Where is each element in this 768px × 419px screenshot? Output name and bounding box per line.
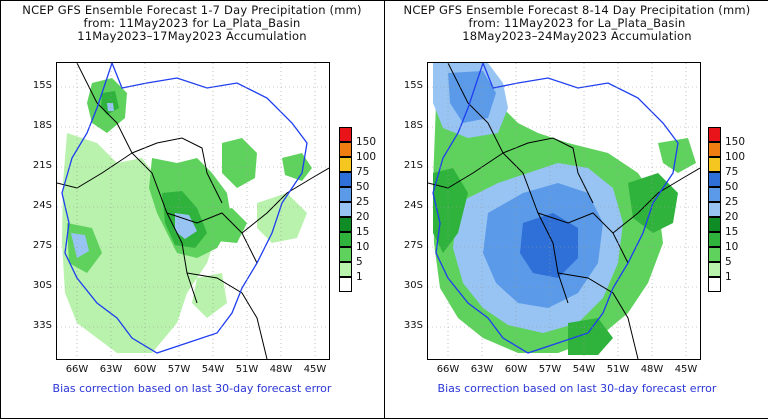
lat-lon-grid	[57, 63, 329, 359]
legend-swatch	[339, 202, 352, 217]
lat-label: 15S	[32, 80, 52, 91]
lat-label: 33S	[32, 320, 52, 331]
legend-swatch	[708, 277, 721, 292]
lon-label: 54W	[572, 364, 596, 375]
legend-level: 1	[356, 271, 363, 283]
forecast-panel-week1: NCEP GFS Ensemble Forecast 1-7 Day Preci…	[0, 0, 384, 418]
legend-level: 75	[725, 166, 739, 178]
lon-label: 45W	[674, 364, 698, 375]
lon-label: 63W	[470, 364, 494, 375]
lat-label: 30S	[403, 280, 423, 291]
basin-outline	[61, 63, 308, 354]
legend-level: 10	[356, 241, 370, 253]
title-line-3: 11May2023–17May2023 Accumulation	[77, 29, 307, 43]
legend-swatch	[708, 172, 721, 187]
lat-label: 18S	[32, 120, 52, 131]
legend-level: 100	[725, 151, 746, 163]
legend-level: 150	[356, 136, 377, 148]
lon-label: 51W	[606, 364, 630, 375]
legend-swatch	[708, 247, 721, 262]
lon-label: 51W	[235, 364, 259, 375]
legend-swatch	[339, 187, 352, 202]
lon-label: 48W	[640, 364, 664, 375]
panel-divider	[384, 0, 385, 418]
legend-level: 15	[356, 226, 370, 238]
forecast-panel-week2: NCEP GFS Ensemble Forecast 8-14 Day Prec…	[386, 0, 768, 418]
title-line-2: from: 11May2023 for La_Plata_Basin	[468, 16, 686, 30]
legend-swatch	[339, 262, 352, 277]
bias-correction-note: Bias correction based on last 30-day for…	[437, 382, 717, 395]
bias-correction-note: Bias correction based on last 30-day for…	[52, 382, 332, 395]
legend-swatch	[339, 277, 352, 292]
title-line-3: 18May2023–24May2023 Accumulation	[462, 29, 692, 43]
legend-swatch	[708, 232, 721, 247]
lat-label: 27S	[32, 240, 52, 251]
lat-label: 18S	[403, 120, 423, 131]
precip-shading	[62, 78, 312, 353]
legend-swatch	[339, 172, 352, 187]
lon-label: 45W	[303, 364, 327, 375]
legend-swatch	[339, 247, 352, 262]
legend-swatch	[339, 232, 352, 247]
title-line-2: from: 11May2023 for La_Plata_Basin	[83, 16, 301, 30]
lat-label: 30S	[32, 280, 52, 291]
legend-level: 1	[725, 271, 732, 283]
legend-swatch	[708, 262, 721, 277]
title-line-1: NCEP GFS Ensemble Forecast 8-14 Day Prec…	[403, 3, 751, 17]
legend-swatch	[339, 217, 352, 232]
precipitation-map	[56, 62, 330, 360]
basin-outline	[432, 63, 679, 354]
lon-label: 66W	[436, 364, 460, 375]
legend-level: 150	[725, 136, 746, 148]
lat-label: 24S	[403, 200, 423, 211]
lat-label: 21S	[32, 160, 52, 171]
legend-swatch	[708, 187, 721, 202]
legend-level: 10	[725, 241, 739, 253]
title-line-1: NCEP GFS Ensemble Forecast 1-7 Day Preci…	[22, 3, 362, 17]
legend-swatch	[708, 202, 721, 217]
precipitation-map	[427, 62, 701, 360]
lon-label: 60W	[133, 364, 157, 375]
legend-level: 100	[356, 151, 377, 163]
lat-label: 24S	[32, 200, 52, 211]
lat-lon-grid	[428, 63, 700, 359]
legend-level: 5	[356, 256, 363, 268]
legend-level: 15	[725, 226, 739, 238]
country-borders	[57, 63, 329, 359]
lat-label: 21S	[403, 160, 423, 171]
legend-swatch	[339, 157, 352, 172]
lat-label: 15S	[403, 80, 423, 91]
legend-swatch	[708, 157, 721, 172]
legend-swatch	[708, 142, 721, 157]
lon-label: 57W	[538, 364, 562, 375]
lat-label: 27S	[403, 240, 423, 251]
legend-level: 25	[725, 196, 739, 208]
lon-label: 48W	[269, 364, 293, 375]
legend-level: 75	[356, 166, 370, 178]
legend-swatch	[339, 142, 352, 157]
lat-label: 33S	[403, 320, 423, 331]
legend-level: 5	[725, 256, 732, 268]
legend-level: 20	[725, 211, 739, 223]
legend-swatch	[708, 127, 721, 142]
lon-label: 60W	[504, 364, 528, 375]
legend-level: 20	[356, 211, 370, 223]
country-borders	[428, 63, 700, 359]
legend-level: 50	[356, 181, 370, 193]
lon-label: 57W	[167, 364, 191, 375]
legend-level: 25	[356, 196, 370, 208]
legend-swatch	[339, 127, 352, 142]
legend-level: 50	[725, 181, 739, 193]
lon-label: 66W	[65, 364, 89, 375]
legend-swatch	[708, 217, 721, 232]
lon-label: 63W	[99, 364, 123, 375]
lon-label: 54W	[201, 364, 225, 375]
